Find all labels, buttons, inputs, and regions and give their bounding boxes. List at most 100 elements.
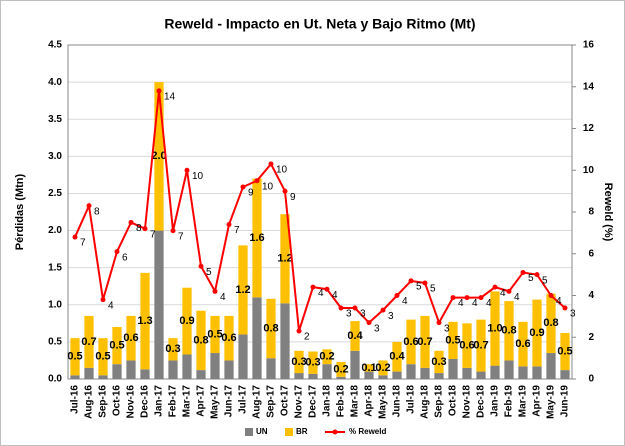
legend-swatch [285, 428, 293, 436]
line-label: 10 [262, 181, 274, 192]
x-tick-label: Feb-18 [336, 385, 347, 418]
data-label: 0.6 [403, 336, 418, 348]
y2-axis-label: Reweld (%) [602, 183, 614, 242]
bar-segment [336, 361, 346, 377]
data-label: 0.5 [557, 345, 572, 357]
bar-segment [112, 364, 122, 379]
line-label: 7 [178, 231, 184, 242]
bar-segment [490, 291, 500, 366]
x-tick-label: Sep-17 [266, 385, 277, 418]
data-label: 1.6 [249, 232, 264, 244]
bar-segment [560, 332, 570, 371]
bar-segment [84, 315, 94, 368]
x-tick-label: Jun-17 [224, 385, 235, 418]
data-label: 0.3 [431, 356, 446, 368]
bar-segment [476, 371, 486, 379]
line-label: 4 [472, 298, 478, 309]
data-label: 1.0 [487, 322, 502, 334]
line-marker [436, 320, 442, 326]
x-tick-label: Apr-19 [532, 385, 543, 417]
line-label: 9 [290, 192, 296, 203]
x-tick-label: Oct-18 [448, 385, 459, 417]
data-label: 0.7 [473, 340, 488, 352]
line-label: 4 [332, 290, 338, 301]
data-label: 0.2 [375, 362, 390, 374]
x-tick-label: Oct-17 [280, 385, 291, 417]
bar-segment [518, 366, 528, 379]
data-label: 0.7 [81, 336, 96, 348]
bar-segment [392, 371, 402, 379]
plot-frame [67, 44, 573, 380]
line-marker [254, 178, 260, 184]
bar-segment [70, 338, 80, 376]
line-marker [394, 293, 400, 298]
data-label: 0.5 [109, 340, 124, 352]
bar-segment [504, 360, 514, 379]
line-marker [114, 249, 120, 255]
bar-segment [224, 315, 234, 361]
line-label: 4 [514, 292, 520, 303]
bar-segment [490, 365, 500, 379]
line-marker [226, 222, 232, 228]
x-tick-label: Dec-18 [476, 385, 487, 418]
x-tick-label: Mar-18 [350, 385, 361, 418]
line-label: 4 [458, 298, 464, 309]
bar-segment [378, 360, 388, 376]
bar-segment [126, 315, 136, 361]
y2-tick-label: 6 [588, 248, 594, 259]
data-label: 0.9 [529, 327, 544, 339]
data-label: 0.9 [179, 315, 194, 327]
bar-segment [350, 350, 360, 379]
bar-segment [532, 366, 542, 379]
bar-segment [434, 350, 444, 374]
x-tick-label: Apr-17 [196, 385, 207, 417]
line-marker [506, 288, 512, 294]
line-label: 4 [318, 288, 324, 299]
line-label: 3 [374, 323, 380, 334]
y2-tick-label: 16 [583, 40, 595, 51]
line-label: 9 [248, 188, 254, 199]
line-marker [100, 297, 106, 303]
x-tick-label: Dec-17 [308, 385, 319, 418]
line-marker [212, 288, 218, 294]
line-label: 8 [136, 223, 142, 234]
bar-segment [182, 354, 192, 379]
x-tick-label: Feb-17 [168, 385, 179, 418]
bar-segment [294, 350, 304, 374]
x-tick-label: Jul-18 [406, 385, 417, 414]
line-label: 5 [430, 284, 436, 295]
bar-segment [364, 371, 374, 379]
bar-segment [294, 373, 304, 379]
x-tick-label: Jun-18 [392, 385, 403, 418]
bar-segment [252, 178, 262, 298]
chart-title: Reweld - Impacto en Ut. Neta y Bajo Ritm… [164, 16, 475, 32]
data-label: 0.3 [305, 357, 320, 369]
y-tick-label: 2.0 [48, 225, 62, 236]
data-label: 0.8 [263, 322, 278, 334]
line-label: 3 [444, 323, 450, 334]
legend-swatch-marker [332, 429, 338, 435]
y-tick-label: 1.0 [48, 299, 62, 310]
y-tick-label: 4.0 [48, 77, 62, 88]
line-label: 10 [276, 165, 288, 176]
line-marker [478, 295, 484, 301]
bar-segment [518, 321, 528, 367]
line-series [74, 90, 566, 332]
bar-segment [98, 338, 108, 376]
line-marker [296, 328, 302, 334]
y2-tick-label: 2 [588, 332, 594, 343]
line-label: 5 [528, 273, 534, 284]
bar-segment [210, 315, 220, 354]
legend-swatch [245, 428, 253, 436]
bar-segment [308, 373, 318, 379]
data-label: 0.2 [333, 363, 348, 375]
bar-segment [84, 367, 94, 379]
bar-segment [210, 353, 220, 379]
bar-segment [434, 373, 444, 379]
line-marker [72, 234, 78, 240]
y2-tick-label: 12 [583, 123, 595, 134]
line-label: 4 [220, 292, 226, 303]
bar-segment [252, 297, 262, 379]
data-label: 0.4 [389, 351, 405, 363]
bar-segment [378, 375, 388, 379]
